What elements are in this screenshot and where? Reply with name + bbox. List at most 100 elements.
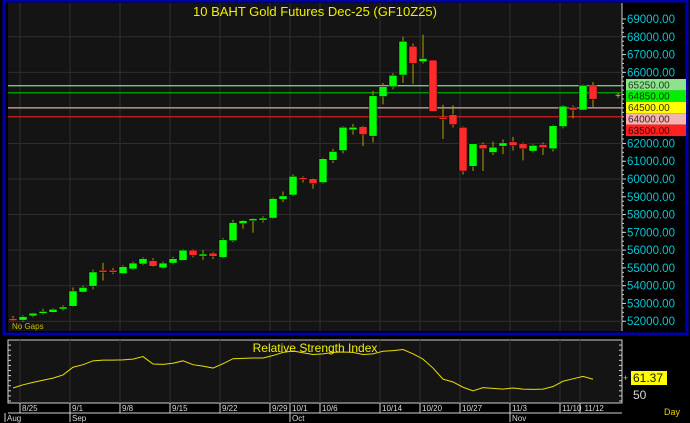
candle-up: [258, 217, 268, 221]
y-tick-label: 58000.00: [627, 210, 675, 222]
rsi-line: [12, 349, 594, 392]
rsi-last-value-box: [631, 371, 667, 385]
y-tick-label: 68000.00: [627, 32, 675, 44]
candle-up: [498, 142, 508, 147]
candle-up: [528, 145, 538, 152]
no-gaps-note: No Gaps: [12, 322, 44, 331]
y-tick-label: 66000.00: [627, 67, 675, 79]
candle-up: [548, 125, 558, 150]
current-price-marker-icon: +: [615, 91, 621, 102]
candle-down: [568, 107, 578, 111]
rsi-ref-label: 50: [633, 388, 647, 402]
candle-down: [588, 85, 598, 100]
price-level-label: 65250.00: [628, 80, 670, 91]
main-panel-frame: [2, 0, 689, 336]
candle-up: [38, 311, 48, 314]
price-level-label-box: [626, 90, 686, 102]
y-tick-label: 59000.00: [627, 192, 675, 204]
candle-down: [298, 177, 308, 180]
candle-up: [238, 220, 248, 224]
y-tick-label: 62000.00: [627, 138, 675, 150]
period-label: Day: [664, 407, 681, 417]
candle-up: [138, 258, 148, 265]
candle-down: [518, 143, 528, 150]
candle-up: [558, 105, 568, 127]
candle-up: [318, 158, 328, 183]
price-level-label-box: [626, 101, 686, 114]
candle-down: [408, 45, 418, 64]
candle-up: [88, 271, 98, 287]
rsi-last-value: 61.37: [633, 371, 663, 385]
candle-up: [338, 127, 348, 151]
candle-down: [478, 144, 488, 150]
month-label: Sep: [72, 414, 87, 423]
rsi-title: Relative Strength Index: [253, 341, 378, 355]
y-tick-label: 61000.00: [627, 156, 675, 168]
y-tick-label: 57000.00: [627, 227, 675, 239]
x-tick-label: 9/8: [122, 404, 134, 413]
candle-up: [578, 85, 588, 111]
candle-up: [418, 58, 428, 62]
x-tick-label: 8/25: [22, 404, 38, 413]
candle-up: [218, 239, 228, 258]
candle-down: [188, 249, 198, 256]
price-level-label-box: [626, 113, 686, 125]
candle-up: [78, 287, 88, 293]
candle-down: [428, 59, 438, 112]
x-tick-label: 9/29: [272, 404, 288, 413]
x-tick-label: 11/10: [562, 404, 582, 413]
candle-up: [278, 195, 288, 200]
candle-up: [368, 95, 378, 137]
y-tick-label: 67000.00: [627, 50, 675, 62]
x-tick-label: 11/3: [512, 404, 528, 413]
candle-up: [348, 127, 358, 131]
y-tick-label: 69000.00: [627, 14, 675, 26]
y-tick-label: 56000.00: [627, 245, 675, 257]
candle-up: [288, 176, 298, 196]
candle-down: [538, 144, 548, 148]
candle-up: [18, 316, 28, 321]
x-tick-label: 10/27: [462, 404, 483, 413]
candle-up: [228, 222, 238, 241]
y-tick-label: 54000.00: [627, 281, 675, 293]
candle-up: [128, 262, 138, 270]
candle-up: [168, 258, 178, 264]
y-tick-label: 52000.00: [627, 316, 675, 328]
y-tick-label: 53000.00: [627, 298, 675, 310]
candle-down: [508, 141, 518, 146]
candle-up: [178, 249, 188, 261]
candle-down: [8, 318, 18, 321]
x-tick-label: 10/1: [292, 404, 308, 413]
candle-down: [458, 127, 468, 172]
candle-up: [328, 151, 338, 161]
rsi-marker-icon: +: [623, 373, 628, 383]
candle-up: [248, 218, 258, 221]
y-tick-label: 55000.00: [627, 263, 675, 275]
price-level-label-box: [626, 124, 686, 136]
month-label: Nov: [512, 414, 526, 423]
chart-title: 10 BAHT Gold Futures Dec-25 (GF10Z25): [193, 4, 437, 19]
candle-up: [58, 306, 68, 310]
candle-down: [438, 117, 448, 120]
candle-up: [118, 266, 128, 274]
candle-up: [388, 75, 398, 87]
candle-up: [198, 253, 208, 257]
candle-up: [68, 290, 78, 307]
rsi-plot-area: [7, 339, 623, 404]
price-level-label: 64850.00: [628, 92, 670, 103]
candle-up: [398, 40, 408, 76]
x-tick-label: 9/22: [222, 404, 238, 413]
x-tick-label: 10/6: [322, 404, 338, 413]
candle-up: [158, 262, 168, 269]
x-tick-label: 10/20: [422, 404, 443, 413]
x-tick-label: 11/12: [584, 404, 604, 413]
price-plot-area: [8, 3, 622, 331]
price-axis: [622, 3, 685, 331]
candle-up: [378, 86, 388, 97]
x-tick-label: 9/15: [172, 404, 188, 413]
candle-down: [148, 260, 158, 267]
candle-up: [488, 146, 498, 153]
candle-up: [268, 198, 278, 219]
price-level-label: 64500.00: [628, 103, 670, 114]
price-level-label: 64000.00: [628, 115, 670, 126]
